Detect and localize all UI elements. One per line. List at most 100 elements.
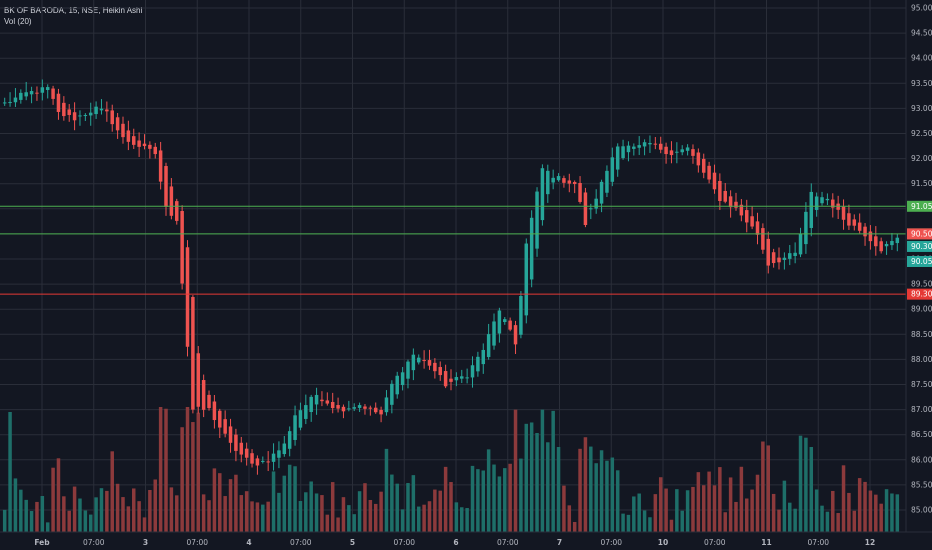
- time-tick-label: 07:00: [393, 538, 415, 547]
- time-tick-label: 6: [453, 538, 458, 547]
- horizontal-lines[interactable]: [0, 205, 906, 295]
- volume-bar: [890, 493, 894, 532]
- candle-body: [24, 92, 28, 97]
- candle-body: [142, 143, 147, 147]
- volume-bar: [185, 407, 190, 532]
- candle-body: [368, 407, 373, 409]
- price-tick-label: 86.50: [911, 430, 932, 439]
- candle-body: [35, 92, 39, 94]
- volume-bar: [562, 485, 566, 532]
- candle-body: [519, 296, 523, 335]
- price-tick-label: 94.50: [911, 29, 932, 38]
- candle-body: [271, 453, 276, 462]
- volume-bar: [99, 488, 104, 532]
- candle-body: [465, 377, 469, 379]
- volume-bar: [583, 437, 588, 532]
- price-tick-label: 87.00: [911, 405, 932, 414]
- price-label-90.50: [907, 228, 932, 240]
- candle-body: [890, 240, 894, 246]
- volume-bar: [67, 510, 71, 532]
- candle-body: [567, 180, 572, 184]
- volume-bar: [734, 501, 738, 532]
- time-tick-label: 10: [658, 538, 668, 547]
- volume-bar: [137, 501, 141, 532]
- volume-bar: [56, 458, 61, 532]
- volume-bar: [131, 488, 136, 532]
- volume-bar: [879, 503, 883, 532]
- candle-body: [244, 448, 249, 458]
- candle-body: [755, 221, 760, 235]
- volume-bar: [110, 451, 114, 532]
- volume-bar: [540, 409, 545, 532]
- candle-body: [454, 377, 459, 381]
- time-tick-label: 5: [350, 538, 355, 547]
- grid-lines: [0, 0, 906, 532]
- candle-body: [363, 406, 367, 409]
- volume-bar: [304, 492, 308, 532]
- volume-bar: [223, 496, 227, 532]
- candle-body: [320, 399, 324, 402]
- candle-body: [578, 183, 582, 202]
- volume-bar: [94, 497, 98, 532]
- volume-bar: [13, 478, 18, 532]
- candle-body: [88, 112, 93, 116]
- volume-bar: [282, 475, 287, 532]
- volume-bar: [347, 505, 351, 532]
- volume-bar: [809, 447, 814, 532]
- volume-bar: [153, 479, 157, 532]
- candle-body: [653, 143, 658, 145]
- candle-body: [416, 357, 421, 363]
- volume-bar: [228, 479, 233, 532]
- candle-body: [497, 310, 502, 334]
- volume-bar: [804, 437, 808, 532]
- volume-bar: [728, 477, 733, 532]
- time-tick-label: 7: [557, 538, 562, 547]
- price-axis: 85.00 85.50 86.00 86.50 87.00 87.50 88.00 88.50…: [905, 0, 932, 550]
- candle-body: [400, 372, 405, 386]
- volume-bar: [363, 483, 367, 532]
- candle-body: [298, 410, 303, 428]
- candle-body: [314, 394, 319, 405]
- price-tick-label: 95.00: [911, 4, 932, 13]
- volume-bar: [427, 501, 432, 532]
- candle-body: [180, 211, 184, 284]
- volume-bar: [486, 449, 491, 532]
- candle-body: [777, 257, 781, 263]
- volume-bar: [35, 501, 39, 532]
- volume-bar: [615, 470, 620, 532]
- volume-bar: [465, 508, 469, 532]
- price-tick-label: 92.50: [911, 129, 932, 138]
- candle-body: [680, 149, 684, 153]
- volume-bar: [814, 489, 819, 532]
- candle-body: [212, 401, 217, 421]
- candle-body: [449, 378, 453, 382]
- volume-bar: [572, 521, 577, 532]
- candle-body: [556, 176, 561, 181]
- volume-bar: [330, 482, 335, 532]
- volume-bar: [433, 489, 437, 532]
- candle-body: [115, 117, 120, 131]
- volume-bar: [180, 427, 184, 532]
- volume-bar: [701, 485, 706, 532]
- candle-body: [266, 461, 270, 463]
- time-tick-label: 11: [761, 538, 771, 547]
- level-tag-89.30: [907, 288, 932, 300]
- time-tick-label: 07:00: [186, 538, 208, 547]
- volume-bar: [416, 506, 421, 532]
- volume-bar: [45, 522, 50, 532]
- volume-bar: [524, 423, 529, 532]
- volume-bar: [852, 510, 857, 532]
- candle-body: [228, 426, 233, 443]
- candle-body: [675, 151, 679, 153]
- volume-bar: [314, 493, 319, 532]
- volume-bar: [411, 475, 416, 532]
- candle-body: [287, 431, 292, 449]
- candle-body: [551, 177, 555, 183]
- candle-body: [51, 88, 55, 99]
- candle-body: [696, 152, 701, 166]
- volume-bar: [72, 486, 77, 532]
- candle-body: [411, 354, 416, 371]
- price-label-90.05: [907, 255, 932, 267]
- candle-body: [884, 243, 889, 247]
